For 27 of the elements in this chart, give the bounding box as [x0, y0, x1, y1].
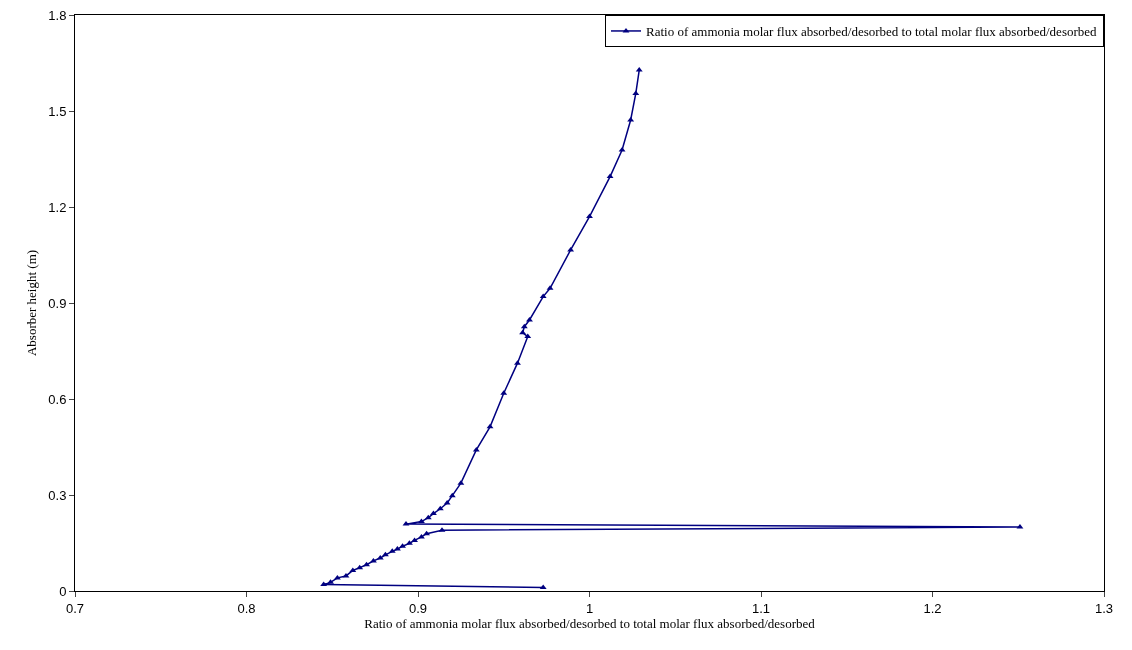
- x-tick-label: 1: [585, 600, 594, 616]
- x-tick-label: 0.8: [237, 600, 256, 616]
- x-tick-label: 1.2: [923, 600, 942, 616]
- y-tick-label: 1.8: [48, 7, 67, 23]
- y-tick-label: 0.9: [48, 295, 67, 311]
- point: [349, 567, 357, 573]
- point: [417, 518, 425, 524]
- x-axis-title: Ratio of ammonia molar flux absorbed/desorbed to total molar flux absorbed/desorbed: [364, 616, 816, 632]
- point: [356, 564, 364, 570]
- y-tick-label: 0.6: [48, 391, 67, 407]
- y-axis-title: Absorber height (m): [24, 249, 40, 357]
- point: [606, 173, 614, 179]
- y-tick-label: 0: [59, 583, 67, 599]
- y-tick-label: 0.3: [48, 487, 67, 503]
- x-tick-label: 0.9: [408, 600, 428, 616]
- point: [320, 581, 328, 587]
- x-tick-label: 0.7: [65, 600, 85, 616]
- y-tick-label: 1.5: [48, 103, 67, 119]
- point: [586, 213, 593, 219]
- point: [327, 579, 334, 584]
- x-tick-label: 1.3: [1094, 600, 1114, 616]
- point: [539, 293, 547, 299]
- legend-label: Ratio of ammonia molar flux absorbed/desorbed to total molar flux absorbed/desorbed: [646, 24, 1098, 40]
- x-tick-label: 1.1: [751, 600, 771, 616]
- point: [514, 360, 521, 365]
- point: [429, 510, 437, 516]
- y-tick-label: 1.2: [48, 199, 67, 215]
